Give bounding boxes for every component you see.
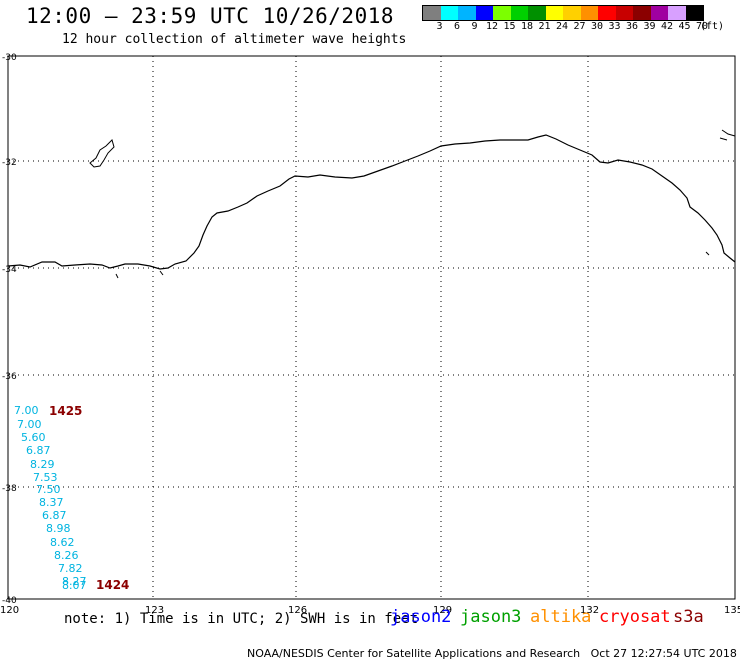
scale-label-21: 21: [538, 21, 551, 32]
wave-height-scale-labels: 3 6 9 12 15 18 21 24 27 30 33 36 39 42 45 70 (ft): [422, 21, 740, 35]
scale-label-15: 15: [503, 21, 516, 32]
scale-swatch-36: [615, 6, 633, 20]
wave-height-value: 8.62: [50, 536, 75, 549]
scale-label-39: 39: [643, 21, 656, 32]
map-subtitle: 12 hour collection of altimeter wave hei…: [62, 32, 407, 47]
lat-label-34: -34: [2, 265, 17, 275]
scale-label-24: 24: [555, 21, 569, 32]
scale-swatch-24: [545, 6, 563, 20]
wave-height-value: 5.60: [21, 431, 46, 444]
longitude-tick-labels: 120 123 126 129 132 135: [0, 605, 740, 616]
scale-swatch-33: [598, 6, 616, 20]
latitude-tick-labels: -30 -32 -34 -36 -38 -40: [2, 53, 17, 606]
wave-height-value: 7.00: [14, 404, 39, 417]
lat-label-40: -40: [2, 596, 17, 606]
units-note: note: 1) Time is in UTC; 2) SWH is in fe…: [64, 611, 419, 627]
scale-swatch-39: [633, 6, 651, 20]
peninsula-east: [719, 129, 736, 141]
wave-height-color-scale: [422, 5, 704, 21]
lat-label-38: -38: [2, 484, 17, 494]
island: [89, 139, 115, 168]
pass-label-1424: 1424: [96, 578, 130, 592]
island-small: [159, 270, 164, 276]
wave-height-value: 8.98: [46, 522, 71, 535]
lat-label-36: -36: [2, 372, 17, 382]
pass-label-1425: 1425: [49, 404, 83, 418]
legend-jason3: jason3: [460, 607, 522, 627]
scale-label-45: 45: [678, 21, 691, 32]
legend-cryosat: cryosat: [599, 607, 671, 627]
scale-swatch-6: [440, 6, 458, 20]
scale-swatch-70: [685, 6, 703, 20]
scale-label-12: 12: [485, 21, 499, 32]
lon-label-126: 126: [288, 605, 307, 616]
scale-label-6: 6: [453, 21, 461, 32]
coastline: [7, 134, 736, 270]
map-frame: [7, 55, 736, 600]
graticule-gridlines: [8, 56, 735, 599]
lon-label-123: 123: [145, 605, 164, 616]
island-small: [115, 273, 119, 279]
credit-text: NOAA/NESDIS Center for Satellite Applica…: [247, 647, 581, 660]
wave-height-value: 8.07: [62, 579, 87, 592]
credit-timestamp: Oct 27 12:27:54 UTC 2018: [590, 647, 737, 660]
scale-label-42: 42: [660, 21, 674, 32]
scale-swatch-18: [510, 6, 528, 20]
scale-swatch-15: [493, 6, 511, 20]
scale-swatch-21: [528, 6, 546, 20]
wave-height-value: 7.53: [33, 471, 58, 484]
lat-label-30: -30: [2, 53, 17, 63]
lon-label-120: 120: [0, 605, 19, 616]
lat-label-32: -32: [2, 158, 17, 168]
scale-swatch-9: [458, 6, 476, 20]
wave-height-value: 7.00: [17, 418, 42, 431]
credit-line: NOAA/NESDIS Center for Satellite Applica…: [240, 634, 737, 660]
wave-height-value: 8.26: [54, 549, 79, 562]
wave-height-value: 8.27: [62, 575, 87, 588]
legend-jason2: jason2: [390, 607, 452, 627]
scale-label-3: 3: [436, 21, 443, 32]
scale-swatch-42: [650, 6, 668, 20]
wave-height-value: 8.37: [39, 496, 64, 509]
scale-swatch-45: [668, 6, 686, 20]
scale-swatch-12: [475, 6, 493, 20]
scale-label-70: 70: [695, 21, 709, 32]
legend-altika: altika: [530, 607, 592, 627]
wave-height-value: 8.29: [30, 458, 55, 471]
lon-label-135: 135: [724, 605, 740, 616]
wave-height-value: 7.50: [36, 483, 61, 496]
wave-height-value: 6.87: [42, 509, 67, 522]
scale-swatch-30: [580, 6, 598, 20]
wave-height-value: 7.82: [58, 562, 83, 575]
lon-label-132: 132: [580, 605, 599, 616]
scale-unit-label: (ft): [699, 21, 725, 32]
island-east: [705, 251, 710, 256]
scale-swatch-27: [563, 6, 581, 20]
scale-label-18: 18: [520, 21, 534, 32]
scale-label-36: 36: [625, 21, 639, 32]
scale-swatch-3: [423, 6, 441, 20]
map-title: 12:00 — 23:59 UTC 10/26/2018: [26, 4, 395, 28]
scale-label-27: 27: [573, 21, 586, 32]
wave-height-value: 6.87: [26, 444, 51, 457]
lon-label-129: 129: [433, 605, 452, 616]
scale-label-9: 9: [471, 21, 478, 32]
legend-s3a: s3a: [673, 607, 704, 627]
scale-label-30: 30: [590, 21, 604, 32]
scale-label-33: 33: [608, 21, 621, 32]
